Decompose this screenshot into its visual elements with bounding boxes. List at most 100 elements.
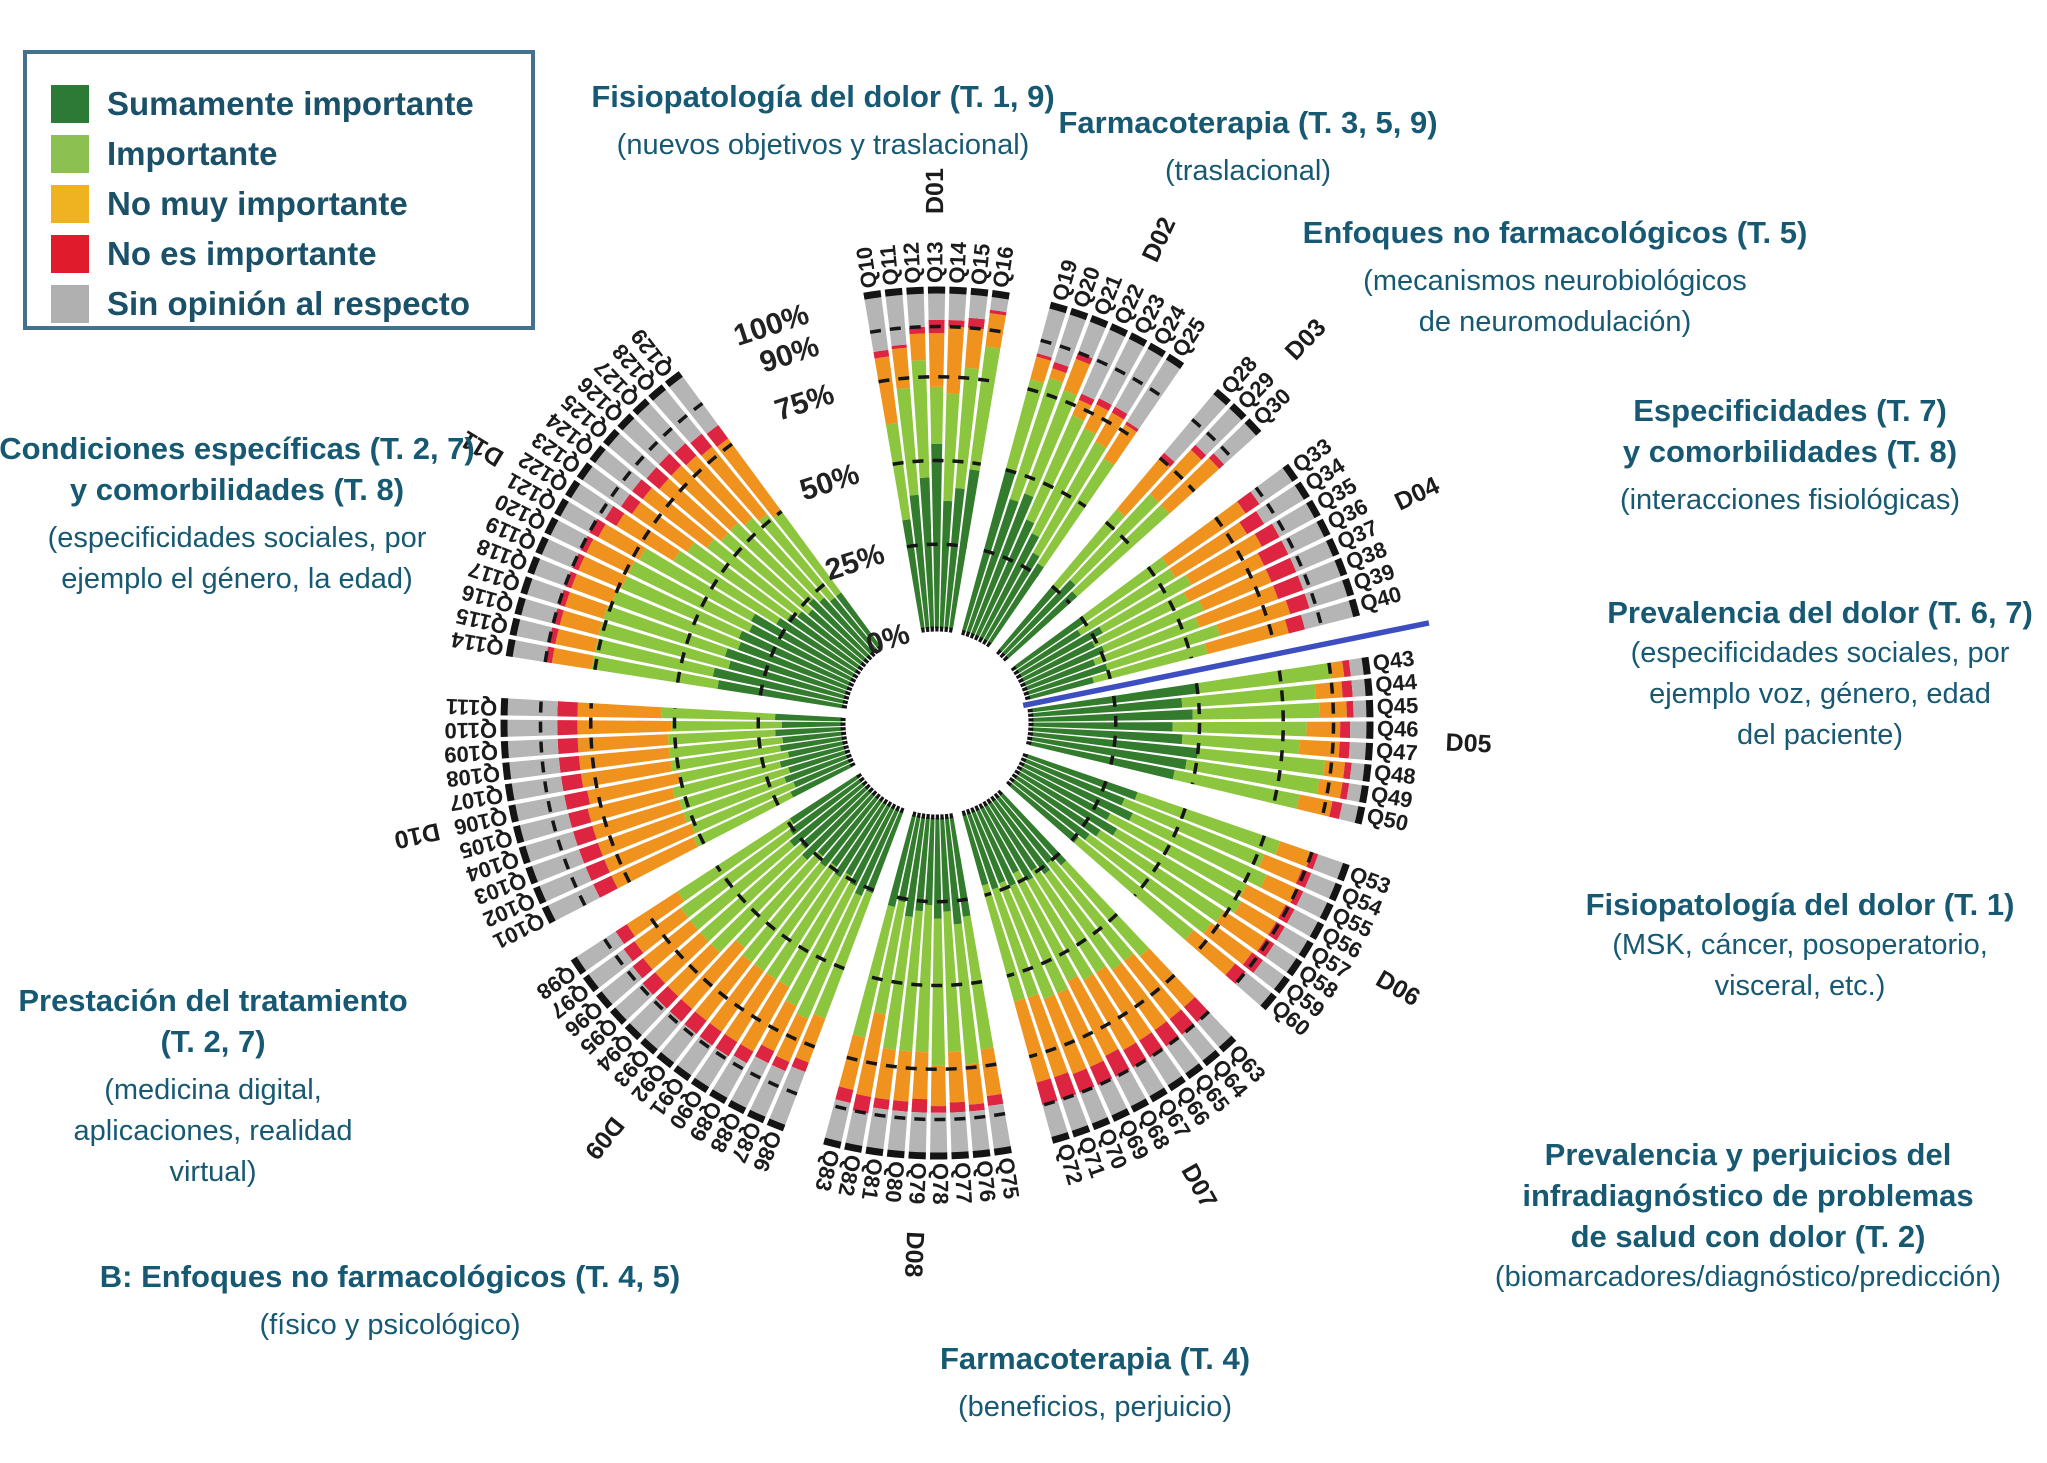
bar-Q33-inner-tick <box>1010 665 1017 672</box>
bar-Q87-importante <box>796 892 862 1019</box>
bar-Q97-no_muy_importante <box>634 907 689 954</box>
bar-Q49-outer-tick <box>1359 785 1369 804</box>
bar-Q116-no_muy_importante <box>559 610 603 636</box>
bar-Q65-no_muy_importante <box>1112 962 1167 1031</box>
bar-Q90-sumamente_importante <box>834 801 887 878</box>
bar-Q23-no_es_importante <box>1096 398 1112 411</box>
bar-Q101-importante <box>693 791 794 847</box>
bar-Q94-inner-tick <box>868 787 874 793</box>
bar-Q40-importante <box>1092 643 1208 684</box>
bar-Q90-inner-tick <box>882 798 889 805</box>
bar-Q20-sumamente_importante <box>966 498 1019 634</box>
bar-Q72-outer-tick <box>1051 1132 1070 1144</box>
bar-Q121-inner-tick <box>852 673 859 679</box>
bar-Q22-sumamente_importante <box>975 519 1035 638</box>
bar-Q92-inner-tick <box>875 793 881 800</box>
question-label-Q48: Q48 <box>1373 760 1417 790</box>
legend-label: No es importante <box>107 235 377 272</box>
annotation-title: Fisiopatología del dolor (T. 1) <box>1585 887 2015 922</box>
bar-Q126-sumamente_importante <box>808 598 871 659</box>
bar-Q50-no_muy_importante <box>1296 794 1333 817</box>
gridline-ring-D10-50 <box>672 707 706 845</box>
bar-Q11-importante <box>896 387 919 496</box>
bar-Q48-sin_opinion <box>1349 762 1366 782</box>
bar-Q111-no_muy_importante <box>577 702 662 719</box>
annotation-title: Condiciones específicas (T. 2, 7) <box>0 431 475 466</box>
bar-Q25-outer-tick <box>1165 353 1185 369</box>
annotation-title: Especificidades (T. 7) <box>1633 393 1947 428</box>
question-label-Q77: Q77 <box>950 1162 977 1205</box>
bar-Q40-outer-tick <box>1348 598 1361 618</box>
bar-Q72-sumamente_importante <box>962 813 989 886</box>
bar-Q76-sin_opinion <box>969 1109 990 1152</box>
bar-Q127-no_muy_importante <box>686 455 753 526</box>
bar-Q71-inner-tick <box>965 808 971 815</box>
bar-Q97-sumamente_importante <box>789 778 863 836</box>
bar-Q63-outer-tick <box>1218 1035 1237 1053</box>
gridline-ring-D03-25 <box>1050 584 1072 605</box>
bar-Q111-sumamente_importante <box>775 713 843 722</box>
question-label-Q45: Q45 <box>1376 693 1418 719</box>
legend-item-sumamente: Sumamente importante <box>51 80 531 128</box>
bar-Q116-sin_opinion <box>520 598 558 624</box>
bar-Q127-inner-tick <box>869 651 876 658</box>
bar-Q71-no_muy_importante <box>1027 993 1069 1078</box>
bar-Q78-no_muy_importante <box>930 1065 947 1107</box>
gridline-ring-D10-75 <box>589 703 632 884</box>
bar-Q115-no_muy_importante <box>555 628 598 653</box>
bar-Q128-sin_opinion <box>652 389 702 444</box>
bar-Q43-outer-tick <box>1361 656 1371 675</box>
bar-Q66-sin_opinion <box>1149 1048 1183 1086</box>
bar-Q68-sumamente_importante <box>979 806 1019 874</box>
bar-Q116-importante <box>598 621 731 669</box>
bar-Q40-sin_opinion <box>1301 600 1354 630</box>
annotation-sub: (beneficios, perjuicio) <box>957 1391 1233 1423</box>
bar-Q122-inner-tick <box>854 669 861 675</box>
gridline-ring-D01-50 <box>892 458 982 466</box>
bar-Q24-outer-tick <box>1147 342 1166 358</box>
bar-Q95-inner-tick <box>864 783 871 790</box>
bar-Q125-sumamente_importante <box>807 609 867 662</box>
bar-Q55-no_es_importante <box>1290 888 1304 906</box>
bar-Q24-sumamente_importante <box>983 552 1040 643</box>
bar-Q48-importante <box>1197 748 1326 776</box>
bar-Q53-no_es_importante <box>1306 852 1319 870</box>
bar-Q63-sumamente_importante <box>999 792 1067 866</box>
bar-Q123-no_es_importante <box>620 494 641 515</box>
annotation-sub: virtual) <box>169 1156 257 1188</box>
bar-Q97-no_es_importante <box>623 941 644 962</box>
bar-Q114-outer-tick <box>505 638 516 657</box>
bar-Q94-sumamente_importante <box>801 789 872 861</box>
annotation-sub: (nuevos objetivos y traslacional) <box>616 129 1030 161</box>
bar-Q119-no_muy_importante <box>578 556 628 589</box>
bar-Q33-outer-tick <box>1282 463 1299 482</box>
bar-Q68-outer-tick <box>1130 1098 1150 1113</box>
bar-Q49-sumamente_importante <box>1030 736 1187 770</box>
gridline-ring-D08-90 <box>833 1104 1006 1122</box>
bar-Q37-sumamente_importante <box>1023 645 1105 687</box>
gridline-ring-D09-25 <box>785 819 875 892</box>
bar-Q80-outer-tick <box>886 1149 905 1159</box>
bar-Q39-sumamente_importante <box>1026 663 1108 696</box>
bar-Q36-no_es_importante <box>1257 540 1289 566</box>
bar-Q33-sumamente_importante <box>1013 616 1085 670</box>
bar-Q10-no_es_importante <box>873 349 890 359</box>
domain-label-D04: D04 <box>1390 471 1444 516</box>
bar-Q118-outer-tick <box>527 556 541 575</box>
bar-Q30-sumamente_importante <box>1005 591 1078 660</box>
bar-Q55-sumamente_importante <box>1021 762 1133 821</box>
annotation-sub: del paciente) <box>1736 719 1904 751</box>
bar-Q127-outer-tick <box>632 398 650 416</box>
annotation-sub: visceral, etc.) <box>1714 970 1886 1002</box>
bar-Q94-importante <box>710 854 808 953</box>
bar-Q54-inner-tick <box>1020 757 1027 763</box>
bar-Q80-no_es_importante <box>892 1100 909 1112</box>
bar-Q34-no_es_importante <box>1239 511 1265 535</box>
bar-Q125-inner-tick <box>863 658 870 664</box>
bar-Q11-no_muy_importante <box>891 347 911 390</box>
bar-Q118-no_muy_importante <box>571 573 618 604</box>
bar-Q60-no_es_importante <box>1225 963 1246 984</box>
gridline-ring-D01-75 <box>878 375 996 384</box>
bar-Q30-sin_opinion <box>1213 422 1257 465</box>
bar-Q108-sin_opinion <box>508 757 561 780</box>
